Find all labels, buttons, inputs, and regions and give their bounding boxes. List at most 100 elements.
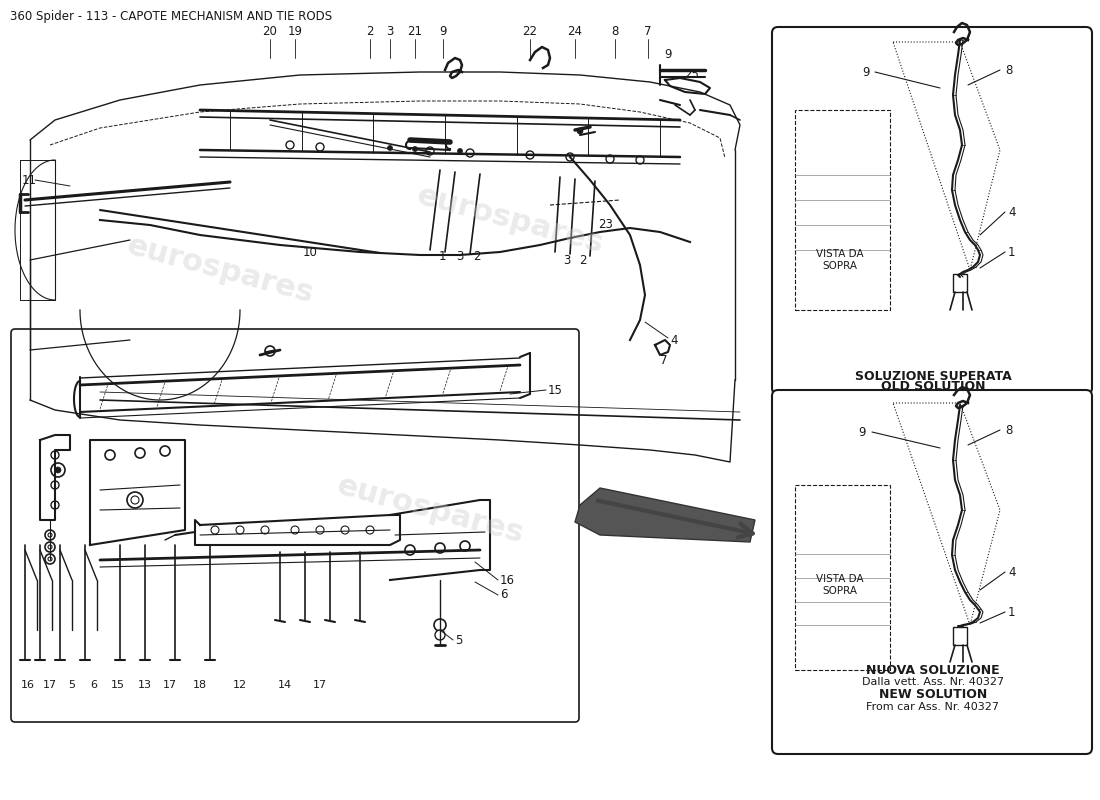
Text: 17: 17 xyxy=(163,680,177,690)
Text: eurospares: eurospares xyxy=(333,471,527,549)
Circle shape xyxy=(51,463,65,477)
Bar xyxy=(795,485,890,670)
Circle shape xyxy=(366,526,374,534)
Circle shape xyxy=(578,128,583,134)
Text: 4: 4 xyxy=(670,334,678,346)
Text: 8: 8 xyxy=(1005,423,1012,437)
Circle shape xyxy=(405,545,415,555)
Text: 1: 1 xyxy=(1008,606,1015,618)
FancyBboxPatch shape xyxy=(11,329,579,722)
Text: VISTA DA
SOPRA: VISTA DA SOPRA xyxy=(816,574,864,596)
Circle shape xyxy=(51,451,59,459)
Circle shape xyxy=(48,557,52,561)
Text: 3: 3 xyxy=(563,254,571,266)
Text: 3: 3 xyxy=(456,250,464,263)
Text: 360 Spider - 113 - CAPOTE MECHANISM AND TIE RODS: 360 Spider - 113 - CAPOTE MECHANISM AND … xyxy=(10,10,332,23)
Circle shape xyxy=(48,533,52,537)
Bar xyxy=(953,274,967,292)
Circle shape xyxy=(48,545,52,549)
Circle shape xyxy=(636,156,644,164)
Circle shape xyxy=(526,151,534,159)
Text: 16: 16 xyxy=(500,574,515,586)
Text: 14: 14 xyxy=(278,680,293,690)
Text: 19: 19 xyxy=(287,25,303,38)
Text: 2: 2 xyxy=(580,254,586,266)
Circle shape xyxy=(341,526,349,534)
Circle shape xyxy=(466,149,474,157)
Text: 6: 6 xyxy=(90,680,98,690)
Text: 1: 1 xyxy=(438,250,446,263)
Text: From car Ass. Nr. 40327: From car Ass. Nr. 40327 xyxy=(867,702,1000,712)
Text: 9: 9 xyxy=(858,426,866,438)
Circle shape xyxy=(286,141,294,149)
Circle shape xyxy=(55,467,60,473)
Text: 18: 18 xyxy=(192,680,207,690)
Text: 24: 24 xyxy=(568,25,583,38)
Text: 20: 20 xyxy=(263,25,277,38)
Text: eurospares: eurospares xyxy=(414,181,607,259)
Text: 11: 11 xyxy=(22,174,37,186)
Circle shape xyxy=(606,155,614,163)
Text: 13: 13 xyxy=(138,680,152,690)
Text: SOLUZIONE SUPERATA: SOLUZIONE SUPERATA xyxy=(855,370,1011,383)
Text: 7: 7 xyxy=(645,25,651,38)
Circle shape xyxy=(387,146,393,150)
Text: 25: 25 xyxy=(684,67,699,81)
Circle shape xyxy=(426,147,434,155)
Text: VISTA DA
SOPRA: VISTA DA SOPRA xyxy=(816,250,864,270)
Circle shape xyxy=(458,149,462,154)
Circle shape xyxy=(261,526,270,534)
Text: eurospares: eurospares xyxy=(123,231,317,309)
Circle shape xyxy=(131,496,139,504)
Text: 16: 16 xyxy=(21,680,35,690)
Text: 7: 7 xyxy=(660,354,668,366)
Circle shape xyxy=(160,446,170,456)
Text: 4: 4 xyxy=(1008,566,1015,578)
Bar xyxy=(795,110,890,310)
Text: 15: 15 xyxy=(111,680,125,690)
Circle shape xyxy=(316,143,324,151)
Text: 8: 8 xyxy=(612,25,618,38)
Text: 17: 17 xyxy=(43,680,57,690)
Text: 17: 17 xyxy=(312,680,327,690)
Circle shape xyxy=(292,526,299,534)
Text: Dalla vett. Ass. Nr. 40327: Dalla vett. Ass. Nr. 40327 xyxy=(862,677,1004,687)
Circle shape xyxy=(236,526,244,534)
Text: 6: 6 xyxy=(500,589,507,602)
Circle shape xyxy=(434,543,446,553)
Circle shape xyxy=(412,146,418,151)
Text: NEW SOLUTION: NEW SOLUTION xyxy=(879,689,987,702)
Text: NUOVA SOLUZIONE: NUOVA SOLUZIONE xyxy=(866,663,1000,677)
Text: 1: 1 xyxy=(1008,246,1015,258)
Text: 9: 9 xyxy=(439,25,447,38)
Text: 3: 3 xyxy=(386,25,394,38)
Text: 5: 5 xyxy=(455,634,462,646)
Circle shape xyxy=(434,630,446,640)
FancyBboxPatch shape xyxy=(772,27,1092,394)
Circle shape xyxy=(434,619,446,631)
Text: 2: 2 xyxy=(473,250,481,263)
Circle shape xyxy=(211,526,219,534)
Text: 23: 23 xyxy=(598,218,613,231)
Circle shape xyxy=(566,153,574,161)
Text: 10: 10 xyxy=(302,246,318,258)
Circle shape xyxy=(460,541,470,551)
Circle shape xyxy=(104,450,116,460)
Circle shape xyxy=(135,448,145,458)
Text: 12: 12 xyxy=(233,680,248,690)
Text: 9: 9 xyxy=(664,49,672,62)
Text: 9: 9 xyxy=(862,66,869,78)
FancyBboxPatch shape xyxy=(772,390,1092,754)
Circle shape xyxy=(316,526,324,534)
Circle shape xyxy=(265,346,275,356)
Text: 2: 2 xyxy=(366,25,374,38)
Circle shape xyxy=(45,554,55,564)
Text: 22: 22 xyxy=(522,25,538,38)
Text: 5: 5 xyxy=(68,680,76,690)
Text: 4: 4 xyxy=(1008,206,1015,218)
Text: OLD SOLUTION: OLD SOLUTION xyxy=(881,381,986,394)
Text: 15: 15 xyxy=(548,383,563,397)
Bar xyxy=(953,627,967,645)
Circle shape xyxy=(51,501,59,509)
Text: 8: 8 xyxy=(1005,63,1012,77)
